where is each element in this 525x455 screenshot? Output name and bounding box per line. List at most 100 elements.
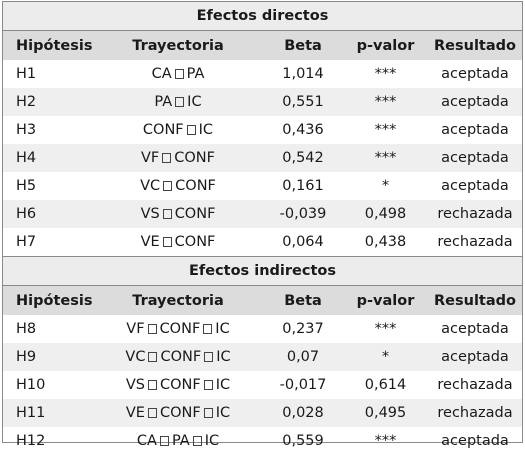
arrow-box-icon: [147, 324, 157, 334]
result-cell: aceptada: [441, 178, 509, 194]
result-cell: rechazada: [437, 206, 513, 222]
path-node: VS: [125, 377, 145, 393]
path-cell: CA PA: [93, 66, 263, 82]
hypothesis-cell: H12: [16, 433, 46, 449]
arrow-box-icon: [148, 352, 158, 362]
path-node: PA: [154, 94, 173, 110]
p-value-cell: ***: [374, 150, 397, 166]
col-header-path: Trayectoria: [132, 37, 224, 54]
path-cell: VF CONF IC: [93, 321, 263, 337]
hypothesis-cell: H5: [16, 178, 37, 194]
result-cell: rechazada: [437, 405, 513, 421]
arrow-box-icon: [192, 436, 202, 446]
arrow-box-icon: [204, 352, 214, 362]
path-node: CONF: [159, 321, 201, 337]
arrow-box-icon: [159, 436, 169, 446]
hypothesis-cell: H2: [16, 94, 37, 110]
divider: [3, 30, 522, 31]
arrow-box-icon: [162, 153, 172, 163]
p-value-cell: ***: [374, 66, 397, 82]
path-node: IC: [215, 321, 230, 337]
path-node: VE: [125, 405, 145, 421]
path-node: CA: [151, 66, 172, 82]
path-node: CONF: [175, 178, 216, 194]
path-cell: CONF IC: [93, 122, 263, 138]
path-cell: VS CONF: [93, 206, 263, 222]
beta-cell: 0,07: [286, 349, 320, 365]
arrow-box-icon: [163, 181, 173, 191]
direct-effects-title: Efectos directos: [3, 2, 522, 30]
p-value-cell: ***: [374, 122, 397, 138]
path-node: IC: [216, 349, 231, 365]
path-node: CONF: [160, 349, 202, 365]
beta-cell: 1,014: [282, 66, 324, 82]
path-node: VE: [140, 234, 160, 250]
table-row: H2 PA IC 0,551 *** aceptada: [3, 88, 522, 116]
table-row: H11 VE CONF IC 0,028 0,495 rechazada: [3, 399, 522, 427]
p-value-cell: ***: [374, 433, 397, 449]
path-node: CONF: [174, 206, 216, 222]
path-node: IC: [198, 122, 214, 138]
table-row: H6 VS CONF -0,039 0,498 rechazada: [3, 200, 522, 228]
path-node: CA: [136, 433, 157, 449]
col-header-hypothesis: Hipótesis: [16, 37, 93, 54]
p-value-cell: *: [381, 178, 390, 194]
result-cell: rechazada: [437, 234, 513, 250]
p-value-cell: ***: [374, 321, 397, 337]
path-node: VF: [141, 150, 160, 166]
result-cell: aceptada: [441, 349, 509, 365]
col-header-p-value: p-valor: [356, 292, 415, 309]
beta-cell: 0,559: [282, 433, 324, 449]
path-node: VC: [140, 178, 161, 194]
direct-effects-body: H1 CA PA 1,014 *** aceptada H2 PA IC 0,551 *** acep…: [3, 60, 522, 256]
col-header-hypothesis: Hipótesis: [16, 292, 93, 309]
result-cell: aceptada: [441, 433, 509, 449]
table-row: H12 CA PA IC 0,559 *** aceptada: [3, 427, 522, 455]
p-value-cell: 0,614: [364, 377, 407, 393]
arrow-box-icon: [203, 408, 213, 418]
beta-cell: 0,542: [282, 150, 324, 166]
col-header-p-value: p-valor: [356, 37, 415, 54]
table-row: H3 CONF IC 0,436 *** aceptada: [3, 116, 522, 144]
beta-cell: 0,028: [282, 405, 324, 421]
beta-cell: -0,017: [279, 377, 327, 393]
table-row: H7 VE CONF 0,064 0,438 rechazada: [3, 228, 522, 256]
path-node: CONF: [174, 150, 215, 166]
p-value-cell: 0,495: [364, 405, 407, 421]
col-header-result: Resultado: [434, 292, 516, 309]
p-value-cell: 0,498: [364, 206, 407, 222]
table-row: H1 CA PA 1,014 *** aceptada: [3, 60, 522, 88]
direct-header-row: Hipótesis Trayectoria Beta p-valor Resul…: [3, 31, 522, 60]
hypothesis-cell: H10: [16, 377, 46, 393]
result-cell: aceptada: [441, 94, 509, 110]
path-node: PA: [186, 66, 205, 82]
path-cell: VE CONF IC: [93, 405, 263, 421]
col-header-beta: Beta: [284, 292, 322, 309]
path-node: IC: [215, 405, 231, 421]
path-node: IC: [187, 94, 202, 110]
result-cell: aceptada: [441, 66, 509, 82]
hypothesis-cell: H8: [16, 321, 37, 337]
table-row: H10 VS CONF IC -0,017 0,614 rechazada: [3, 371, 522, 399]
path-cell: PA IC: [93, 94, 263, 110]
col-header-path: Trayectoria: [132, 292, 224, 309]
path-node: CONF: [142, 122, 184, 138]
result-cell: aceptada: [441, 321, 509, 337]
beta-cell: -0,039: [279, 206, 327, 222]
path-node: PA: [171, 433, 190, 449]
beta-cell: 0,551: [282, 94, 324, 110]
result-cell: aceptada: [441, 150, 509, 166]
result-cell: rechazada: [437, 377, 513, 393]
path-cell: VF CONF: [93, 150, 263, 166]
path-node: VC: [125, 349, 146, 365]
path-node: CONF: [159, 377, 201, 393]
beta-cell: 0,064: [282, 234, 324, 250]
path-node: VS: [140, 206, 160, 222]
arrow-box-icon: [174, 69, 184, 79]
hypothesis-cell: H1: [16, 66, 37, 82]
table-row: H8 VF CONF IC 0,237 *** aceptada: [3, 315, 522, 343]
indirect-header-row: Hipótesis Trayectoria Beta p-valor Resul…: [3, 286, 522, 315]
path-node: CONF: [159, 405, 201, 421]
p-value-cell: ***: [374, 94, 397, 110]
hypothesis-cell: H3: [16, 122, 37, 138]
